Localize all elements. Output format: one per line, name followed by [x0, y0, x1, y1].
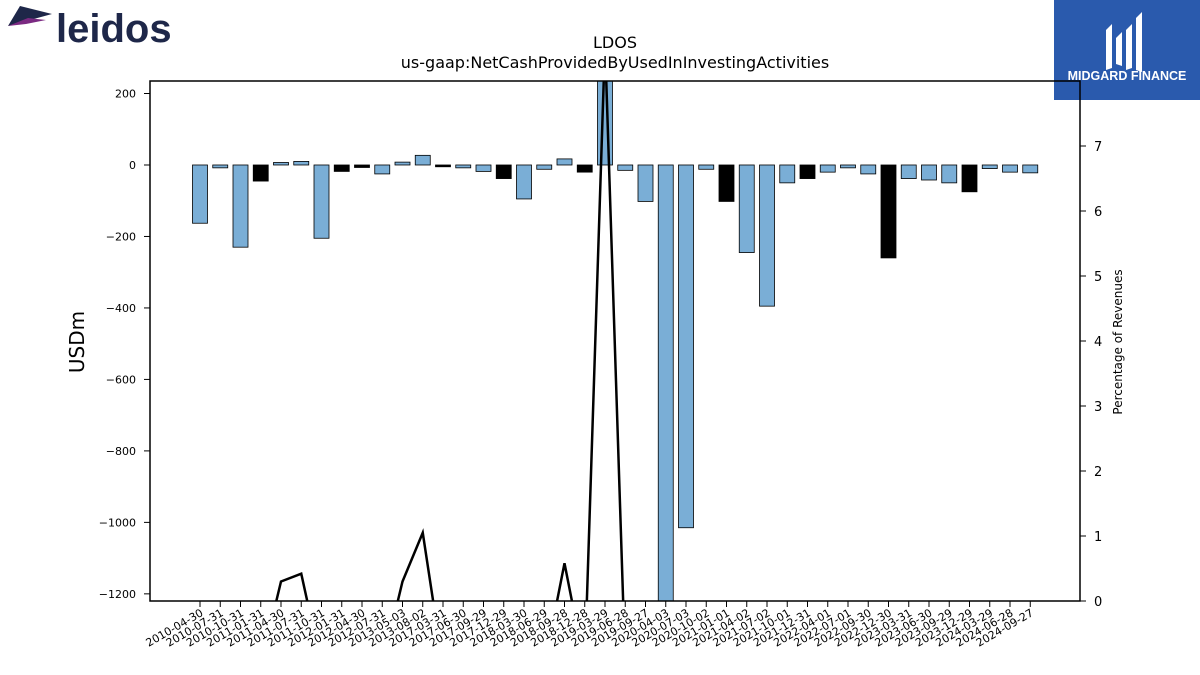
line-layer — [275, 81, 625, 601]
bar — [617, 164, 634, 171]
y2-tick-label: 2 — [1094, 465, 1102, 480]
revenue-percentage-line — [275, 81, 625, 601]
bar — [1022, 164, 1039, 174]
bar — [293, 161, 310, 166]
y-tick-label: −400 — [106, 302, 136, 315]
bar — [536, 164, 553, 170]
bar — [435, 164, 451, 168]
axes: 2000−200−400−600−800−1000−12000123456720… — [99, 80, 1102, 650]
y2-tick-label: 3 — [1094, 400, 1102, 415]
y2-tick-label: 6 — [1094, 205, 1102, 220]
bar — [414, 154, 431, 166]
bar — [657, 164, 674, 601]
y2-tick-label: 1 — [1094, 530, 1102, 545]
bar — [475, 164, 492, 172]
leidos-logo-accent — [8, 18, 46, 26]
y2-tick-label: 4 — [1094, 335, 1102, 350]
bar — [961, 164, 978, 193]
bar — [799, 164, 816, 179]
bar — [759, 164, 775, 307]
bar — [516, 164, 532, 200]
bar — [738, 164, 755, 253]
bar — [354, 164, 370, 168]
leidos-logo: leidos — [8, 6, 172, 50]
y-tick-label: 200 — [115, 88, 136, 101]
leidos-wordmark: leidos — [56, 7, 172, 50]
bar — [394, 161, 411, 166]
midgard-finance-logo: MIDGARD FINANCE — [1054, 0, 1200, 100]
chart-subtitle: us-gaap:NetCashProvidedByUsedInInvesting… — [401, 53, 829, 72]
bar — [860, 164, 877, 175]
bar — [1002, 164, 1018, 173]
y2-tick-label: 5 — [1094, 270, 1102, 285]
bar — [333, 164, 350, 172]
bar — [819, 164, 836, 173]
y-tick-label: −1200 — [99, 588, 136, 601]
leidos-logo-mark — [8, 6, 52, 26]
bar — [556, 158, 573, 166]
bar — [921, 164, 937, 181]
y2-tick-label: 7 — [1094, 140, 1102, 155]
bar — [678, 164, 694, 529]
y2-axis-label: Percentage of Revenues — [1111, 269, 1125, 414]
chart-title: LDOS — [593, 33, 637, 52]
midgard-m-icon — [1106, 12, 1142, 72]
bar — [880, 164, 897, 259]
bar — [637, 164, 654, 202]
y-tick-label: −1000 — [99, 516, 136, 529]
bar — [252, 164, 269, 182]
bar — [981, 164, 998, 169]
bar — [313, 164, 330, 239]
bar — [941, 164, 958, 184]
bar — [597, 81, 613, 166]
bar — [698, 164, 715, 170]
bar — [495, 164, 512, 179]
midgard-wordmark: MIDGARD FINANCE — [1068, 69, 1187, 83]
bar — [779, 164, 796, 184]
bar — [840, 164, 856, 169]
bar — [576, 164, 593, 173]
y-tick-label: −600 — [106, 373, 136, 386]
y-axis-label: USDm — [65, 311, 89, 373]
bar-group — [192, 81, 1039, 601]
bar — [212, 164, 229, 169]
bar — [900, 164, 917, 179]
bar — [232, 164, 249, 248]
bar — [455, 164, 472, 169]
bar — [192, 164, 208, 224]
bar — [374, 164, 391, 175]
bar — [273, 162, 289, 166]
y-tick-label: 0 — [129, 159, 136, 172]
y-tick-label: −200 — [106, 230, 136, 243]
y2-tick-label: 0 — [1094, 595, 1102, 610]
y-tick-label: −800 — [106, 445, 136, 458]
bar — [718, 164, 735, 202]
